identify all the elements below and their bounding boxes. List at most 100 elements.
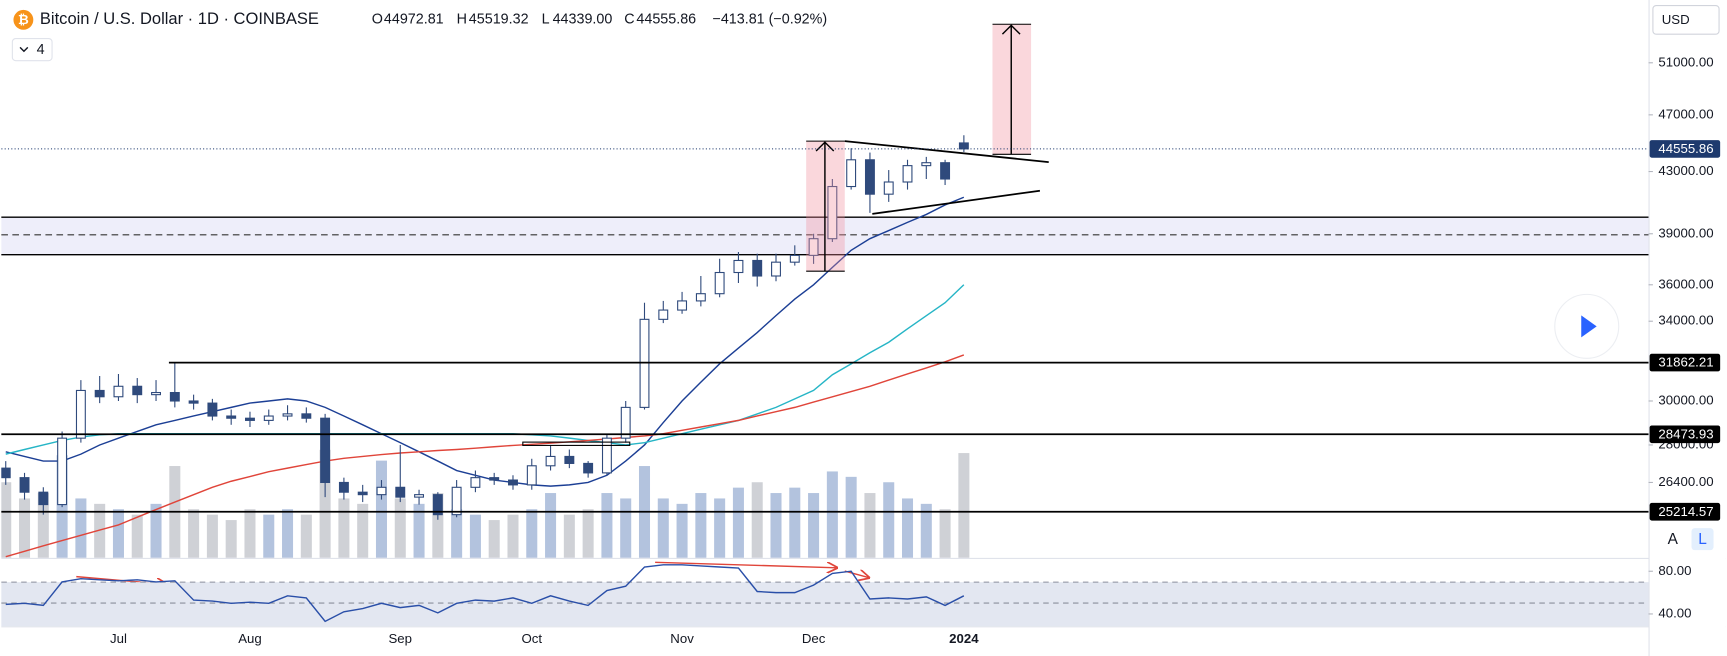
volume-bar (732, 487, 744, 558)
volume-bar (620, 498, 632, 558)
volume-bar (789, 487, 801, 558)
volume-bar (469, 514, 481, 558)
candle-body (564, 455, 575, 464)
price-line-label: 31862.21 (1658, 355, 1713, 370)
candle-body (658, 309, 669, 320)
currency: USD (1662, 12, 1690, 27)
volume-bar (263, 514, 275, 558)
candle-body (94, 389, 105, 398)
candle-body (75, 389, 86, 439)
ohlc-label: C (624, 12, 634, 28)
candle-body (169, 391, 180, 402)
volume-bar (751, 482, 763, 558)
candle-body (921, 162, 932, 167)
play-icon (1581, 315, 1597, 338)
change: −413.81 (−0.92%) (712, 12, 827, 28)
volume-bar (131, 514, 143, 558)
range-box (522, 441, 631, 446)
volume-bar (714, 498, 726, 558)
candle-body (864, 159, 875, 195)
volume-bar (225, 520, 237, 558)
y-tick-label: 34000.00 (1658, 313, 1713, 328)
y-tick-label: 36000.00 (1658, 276, 1713, 291)
volume-bar (394, 498, 406, 558)
volume-bar (939, 509, 951, 558)
volume-bar (826, 471, 838, 558)
candle-body (489, 477, 500, 481)
y-tick-label: 26400.00 (1658, 474, 1713, 489)
volume-bar (770, 493, 782, 558)
volume-bar (920, 503, 932, 558)
candle-body (583, 462, 594, 474)
candle-body (902, 165, 913, 183)
candle-body (282, 413, 293, 417)
volume-bar (526, 509, 538, 558)
volume-bar (563, 514, 575, 558)
divergence-arrow (655, 561, 837, 568)
price-line-label: 28473.93 (1658, 426, 1713, 441)
candle-body (808, 238, 819, 256)
volume-bar (75, 498, 87, 558)
trend-line (844, 140, 1049, 163)
volume-bar (845, 476, 857, 558)
candle-body (432, 494, 443, 516)
moving-average (5, 354, 965, 558)
currency-button[interactable] (1652, 4, 1720, 35)
volume-bar (488, 520, 500, 558)
volume-bar (657, 498, 669, 558)
ohlc-label: H (457, 12, 467, 28)
candle-body (263, 415, 274, 421)
candle-body (526, 465, 537, 486)
indicators-toggle[interactable] (11, 38, 53, 62)
trend-line (872, 189, 1041, 215)
candle-body (620, 406, 631, 439)
candle-body (338, 481, 349, 493)
candle-body (207, 402, 218, 417)
moving-average (5, 196, 965, 487)
axes: 51000.00 47000.00 43000.00 39000.00 36000.00… (110, 54, 1714, 646)
candle-body (545, 455, 556, 467)
volume-bar (507, 514, 519, 558)
last-price-label: 44555.86 (1658, 141, 1713, 156)
volume-bar (375, 460, 387, 558)
volume-bar (282, 509, 294, 558)
volume-bar (357, 503, 369, 558)
symbol-icon[interactable] (13, 9, 34, 30)
auto-button[interactable] (1661, 528, 1684, 551)
candle-body (19, 477, 30, 493)
price-line-tag (1649, 502, 1721, 521)
volume-bar (902, 498, 914, 558)
target-arrow (1001, 24, 1021, 155)
candle-body (188, 400, 199, 404)
candle-body (827, 185, 838, 240)
x-tick-label: Aug (238, 631, 262, 646)
volume (1, 449, 970, 558)
volume-bar (864, 493, 876, 558)
volume-bar (451, 509, 463, 558)
measure-arrow (815, 141, 835, 272)
chevron (19, 46, 29, 53)
log-button[interactable] (1691, 528, 1714, 551)
ohlc-value: 44339.00 (553, 12, 613, 28)
candle-body (470, 477, 481, 488)
volume-bar (808, 493, 820, 558)
candle-body (508, 479, 518, 486)
volume-bar (958, 453, 970, 558)
y-tick-label: 39000.00 (1658, 225, 1713, 240)
volume-bar (94, 503, 106, 558)
rsi (5, 564, 965, 623)
candle-body (357, 491, 368, 496)
volume-bar (112, 509, 124, 558)
candle-body (451, 486, 462, 516)
volume-bar (883, 482, 895, 558)
volume-bar (601, 493, 613, 558)
candle-body (38, 491, 49, 506)
price-lines: 31862.21 28473.93 25214.57 44555.86 (1, 140, 1721, 521)
symbol-title[interactable]: Bitcoin / U.S. Dollar · 1D · COINBASE (40, 9, 319, 28)
indicators-count: 4 (37, 42, 45, 58)
ohlc-value: 45519.32 (469, 12, 529, 28)
price-line-tag (1649, 353, 1721, 372)
x-tick-label: Sep (388, 631, 412, 646)
candle-body (414, 494, 425, 498)
